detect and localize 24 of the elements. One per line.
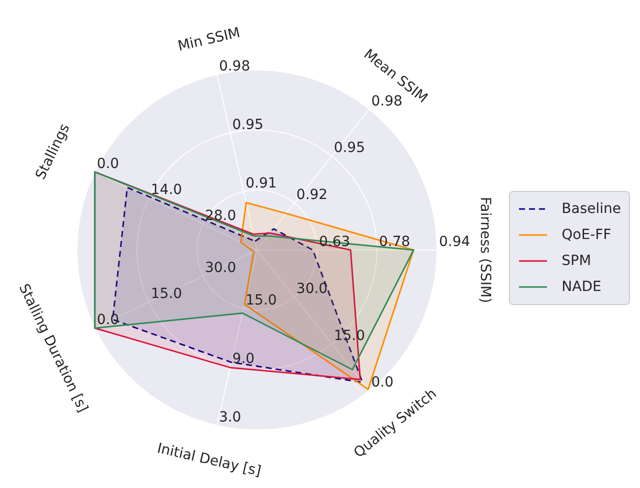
text: 0.95 — [232, 117, 264, 134]
legend-label: NADE — [562, 279, 602, 295]
text: 14.0 — [150, 182, 182, 198]
text: 0.0 — [96, 312, 120, 328]
legend-label: QoE-FF — [562, 227, 612, 243]
text: 0.95 — [334, 140, 365, 156]
spoke-label: Initial Delay [s] — [156, 440, 262, 480]
text: 0.92 — [296, 187, 328, 204]
text: 15.0 — [246, 292, 277, 308]
text: 0.91 — [246, 176, 277, 192]
text: 9.0 — [232, 350, 255, 367]
text: 0.0 — [96, 156, 120, 172]
text: 30.0 — [204, 260, 236, 276]
text: 28.0 — [204, 208, 236, 224]
spoke-label: Fairness (SSIM) — [477, 196, 493, 304]
legend-label: SPM — [562, 253, 592, 269]
text: 0.98 — [218, 58, 250, 75]
text: 30.0 — [296, 280, 328, 297]
legend-label: Baseline — [562, 201, 621, 217]
spoke-label: Min SSIM — [176, 25, 242, 55]
text: 15.0 — [150, 286, 182, 302]
text: 0.94 — [439, 234, 470, 250]
text: 3.0 — [218, 409, 242, 426]
text: 0.0 — [371, 374, 394, 391]
